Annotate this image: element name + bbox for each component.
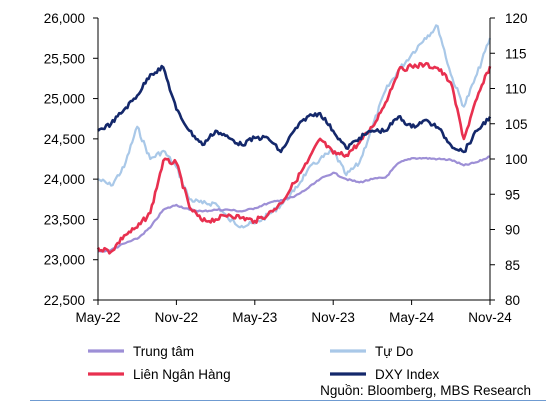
plot-lines [96,24,492,255]
left-tick-label: 25,000 [44,92,85,107]
legend: Trung tâm Tự Do Liên Ngân Hàng DXY Index [88,344,440,382]
series-line-3 [97,64,492,154]
right-tick-label: 110 [505,82,527,97]
series-line-1 [97,24,492,229]
legend-label: Tự Do [375,344,413,359]
x-tick-label: May-24 [389,310,435,325]
right-tick-label: 120 [505,11,528,26]
right-tick-label: 80 [505,293,520,308]
x-tick-label: May-23 [232,310,277,325]
right-axis-ticks: 80 85 90 95 100 105 110 115 120 [490,11,528,308]
x-tick-label: Nov-22 [155,310,199,325]
x-tick-label: May-22 [75,310,120,325]
right-tick-label: 100 [505,152,528,167]
right-tick-label: 85 [505,258,520,273]
legend-label: Liên Ngân Hàng [133,367,231,382]
left-tick-label: 24,500 [44,132,85,147]
right-tick-label: 90 [505,223,520,238]
right-tick-label: 105 [505,117,528,132]
series-line-2 [96,61,492,255]
left-axis-ticks: 22,500 23,000 23,500 24,000 24,500 25,000 25,5… [44,11,98,308]
left-tick-label: 22,500 [44,293,85,308]
source-note: Nguồn: Bloomberg, MBS Research [320,383,531,398]
legend-label: DXY Index [375,367,440,382]
x-axis-ticks: May-22 Nov-22 May-23 Nov-23 May-24 Nov-24 [75,300,512,325]
x-tick-label: Nov-24 [468,310,512,325]
x-tick-label: Nov-23 [311,310,355,325]
left-tick-label: 25,500 [44,51,85,66]
legend-label: Trung tâm [133,344,194,359]
right-tick-label: 95 [505,187,520,202]
left-tick-label: 23,000 [44,253,85,268]
left-tick-label: 23,500 [44,212,85,227]
series-line-0 [97,155,490,253]
left-tick-label: 26,000 [44,11,85,26]
left-tick-label: 24,000 [44,172,85,187]
right-tick-label: 115 [505,46,527,61]
